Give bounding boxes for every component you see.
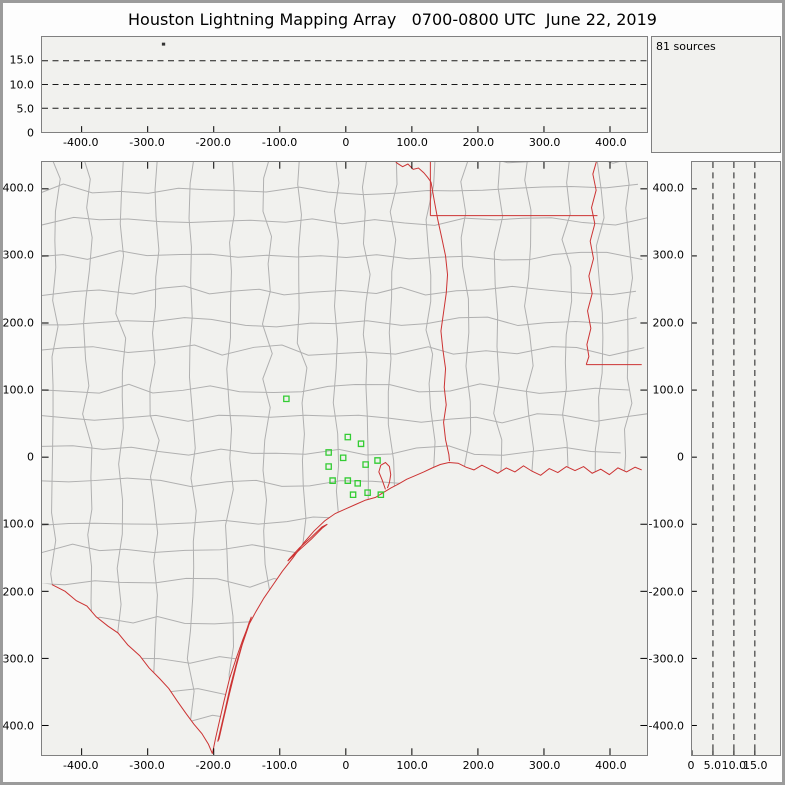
altitude-vs-northsouth-plot: [692, 162, 780, 755]
tick-label: 0: [27, 450, 34, 464]
tick-label: 200.0: [462, 136, 495, 149]
lma-station-marker: [365, 490, 370, 495]
tick-label: 0: [342, 759, 350, 772]
lma-station-marker: [375, 458, 380, 463]
tick-label: 200.0: [2, 316, 34, 330]
border-gulf-coastline: [212, 463, 641, 754]
plan-view-map-panel[interactable]: [41, 161, 648, 756]
county-boundaries: [42, 162, 647, 755]
map-tick-marks: [42, 162, 647, 755]
altitude-vs-eastwest-panel[interactable]: [41, 36, 648, 133]
tick-label: -300.0: [0, 652, 34, 666]
tick-label: 200.0: [462, 759, 495, 772]
plan-view-map: [42, 162, 647, 755]
tick-label: -100.0: [648, 517, 684, 531]
border-rio-grande: [52, 585, 212, 754]
altitude-histogram-panel[interactable]: 81 sources: [651, 36, 781, 153]
tick-label: 100.0: [396, 759, 428, 772]
tick-label: -200.0: [195, 136, 232, 149]
tick-label: 400.0: [2, 181, 34, 195]
tick-label: -200.0: [195, 759, 232, 772]
tick-label: 400.0: [595, 759, 627, 772]
tick-label: 5.0: [16, 102, 35, 116]
altitude-vs-northsouth-panel[interactable]: [691, 161, 781, 756]
tick-label: -300.0: [129, 136, 165, 149]
tick-label: 400.0: [652, 181, 685, 195]
tick-label: 300.0: [528, 759, 561, 772]
tick-label: -200.0: [648, 585, 684, 599]
lma-station-marker: [341, 455, 346, 460]
lma-station-marker: [345, 478, 350, 483]
border-padre-island: [218, 617, 252, 742]
lma-station-marker: [350, 492, 355, 497]
altitude-vs-eastwest-plot: [42, 42, 647, 132]
border-galveston-bay: [379, 463, 391, 490]
tick-label: -300.0: [648, 652, 684, 666]
tick-label: 0: [342, 136, 350, 149]
tick-label: 0: [677, 450, 684, 464]
tick-label: 300.0: [528, 136, 561, 149]
tick-label: 200.0: [652, 316, 685, 330]
lma-station-marker: [330, 478, 335, 483]
tick-label: 300.0: [652, 248, 685, 262]
tick-label: 400.0: [595, 136, 627, 149]
tick-label: 100.0: [652, 383, 685, 397]
tick-label: 5.0: [703, 759, 722, 772]
lma-station-marker: [345, 434, 350, 439]
lma-station-marker: [326, 464, 331, 469]
border-matagorda-island: [288, 524, 328, 561]
tick-label: -400.0: [648, 719, 684, 733]
tick-label: 0: [687, 759, 695, 772]
tick-label: 100.0: [396, 136, 428, 149]
ew-panel-altitude-axis-labels: 15.0 10.0 5.0 0: [5, 36, 38, 139]
plot-title: Houston Lightning Mapping Array 0700-080…: [128, 10, 657, 29]
ew-panel-distance-axis-labels: -400.0 -300.0 -200.0 -100.0 0 100.0 200.0 300.0…: [41, 137, 648, 149]
tick-label: -400.0: [63, 136, 99, 149]
tick-label: -200.0: [0, 585, 34, 599]
lma-station-marker: [358, 441, 363, 446]
tick-label: 15.0: [9, 53, 35, 67]
tick-label: 100.0: [2, 383, 34, 397]
ns-panel-northsouth-axis-labels: 400.0 300.0 200.0 100.0 0 -100.0 -200.0 -300.0 -…: [648, 161, 688, 756]
tick-label: 300.0: [2, 248, 34, 262]
lightning-source-point: [161, 42, 166, 46]
lma-station-marker: [284, 396, 289, 401]
border-mississippi-river: [586, 162, 597, 365]
tick-label: 15.0: [743, 759, 768, 772]
tick-label: -400.0: [0, 719, 34, 733]
tick-label: -100.0: [261, 759, 298, 772]
map-northsouth-axis-labels: 400.0 300.0 200.0 100.0 0 -100.0 -200.0 -300.0 -…: [2, 161, 38, 756]
tick-label: -400.0: [63, 759, 99, 772]
tick-label: -100.0: [0, 517, 34, 531]
lma-station-marker: [363, 462, 368, 467]
lma-station-marker: [326, 450, 331, 455]
ns-panel-altitude-axis-labels: 0 5.0 10.0 15.0: [687, 759, 781, 772]
tick-label: 10.0: [9, 78, 35, 91]
tick-label: -300.0: [129, 759, 165, 772]
tick-label: -100.0: [261, 136, 298, 149]
border-red-river-tx-ok: [392, 162, 431, 182]
map-eastwest-axis-labels: -400.0 -300.0 -200.0 -100.0 0 100.0 200.0 300.0…: [41, 760, 648, 772]
lma-station-markers: [284, 396, 384, 497]
border-tx-la-border-sabine: [431, 182, 449, 461]
tick-label: 0: [27, 126, 34, 140]
tick-label: 10.0: [721, 759, 747, 772]
lma-station-marker: [378, 492, 383, 497]
source-count-label: 81 sources: [656, 40, 716, 53]
lma-station-marker: [355, 481, 360, 486]
